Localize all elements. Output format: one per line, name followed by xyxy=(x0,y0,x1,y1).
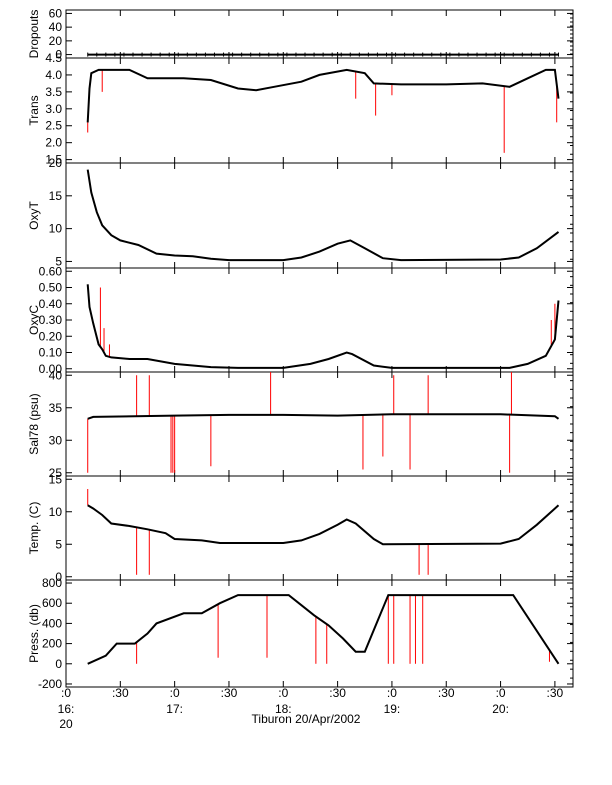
y-tick-label: 20 xyxy=(49,156,63,170)
y-tick-label: 30 xyxy=(49,433,63,447)
y-tick-label: 0.20 xyxy=(39,329,63,343)
series-line xyxy=(86,169,560,262)
x-tick-label: :30 xyxy=(112,686,129,700)
y-tick-label: 200 xyxy=(42,637,62,651)
y-tick-label: 15 xyxy=(49,189,63,203)
panel-frame xyxy=(65,371,574,477)
y-axis-label: Dropouts xyxy=(27,10,41,59)
y-tick-label: 0 xyxy=(55,570,62,584)
y-tick-label: 3.5 xyxy=(45,85,62,99)
y-tick-label: 4.5 xyxy=(45,51,62,65)
y-axis-label: OxyT xyxy=(27,201,41,230)
y-tick-label: 4.0 xyxy=(45,68,62,82)
y-tick-label: 15 xyxy=(49,472,63,486)
y-axis-label: Sal78 (psu) xyxy=(27,393,41,454)
x-tick-label: :0 xyxy=(496,686,506,700)
x-tick-label: :30 xyxy=(221,686,238,700)
x-tick-label: :0 xyxy=(61,686,71,700)
footer-label: Tiburon 20/Apr/2002 xyxy=(251,712,361,726)
y-tick-label: 40 xyxy=(49,368,63,382)
y-tick-label: 2.5 xyxy=(45,119,62,133)
x-tick-label: :30 xyxy=(547,686,564,700)
y-tick-label: 0 xyxy=(55,48,62,62)
x-tick-label: :30 xyxy=(438,686,455,700)
y-tick-label: 3.0 xyxy=(45,102,62,116)
y-tick-label: 5 xyxy=(55,254,62,268)
x-tick-sublabel: 20 xyxy=(59,717,73,731)
y-axis-label: Temp. (C) xyxy=(27,502,41,555)
y-tick-label: 0.60 xyxy=(39,264,63,278)
panel-frame xyxy=(65,267,574,373)
y-tick-label: 600 xyxy=(42,596,62,610)
series-line xyxy=(87,504,560,546)
y-tick-label: 40 xyxy=(49,20,63,34)
y-tick-label: 35 xyxy=(49,401,63,415)
y-tick-label: 25 xyxy=(49,466,63,480)
y-tick-label: 5 xyxy=(55,537,62,551)
y-tick-label: 0.00 xyxy=(39,362,63,376)
y-axis-label: Trans xyxy=(27,95,41,125)
y-tick-label: 20 xyxy=(49,34,63,48)
x-tick-sublabel: 19: xyxy=(384,702,401,716)
y-tick-label: 0.30 xyxy=(39,313,63,327)
x-tick-label: :0 xyxy=(387,686,397,700)
x-tick-label: :30 xyxy=(329,686,346,700)
y-tick-label: 400 xyxy=(42,616,62,630)
panel-frame xyxy=(65,9,574,59)
y-tick-label: 2.0 xyxy=(45,136,62,150)
panel-frame xyxy=(65,57,574,164)
series-line xyxy=(86,284,560,369)
y-axis-label: Press. (db) xyxy=(27,604,41,663)
y-tick-label: 10 xyxy=(49,505,63,519)
x-tick-sublabel: 16: xyxy=(58,702,75,716)
x-tick-sublabel: 17: xyxy=(166,702,183,716)
y-tick-label: 0 xyxy=(55,657,62,671)
y-tick-label: 0.50 xyxy=(39,281,63,295)
y-tick-label: 0.40 xyxy=(39,297,63,311)
y-tick-label: 10 xyxy=(49,222,63,236)
x-tick-sublabel: 20: xyxy=(492,702,509,716)
y-tick-label: 1.5 xyxy=(45,153,62,167)
y-tick-label: -200 xyxy=(38,677,62,691)
y-axis-label: OxyC xyxy=(27,305,41,335)
x-tick-label: :0 xyxy=(278,686,288,700)
y-tick-label: 0.10 xyxy=(39,346,63,360)
y-tick-label: 800 xyxy=(42,576,62,590)
x-tick-label: :0 xyxy=(170,686,180,700)
series-line xyxy=(87,594,560,665)
y-tick-label: 60 xyxy=(49,6,63,20)
series-line xyxy=(86,68,560,123)
series-line xyxy=(87,413,560,420)
x-tick-sublabel: 18: xyxy=(275,702,292,716)
